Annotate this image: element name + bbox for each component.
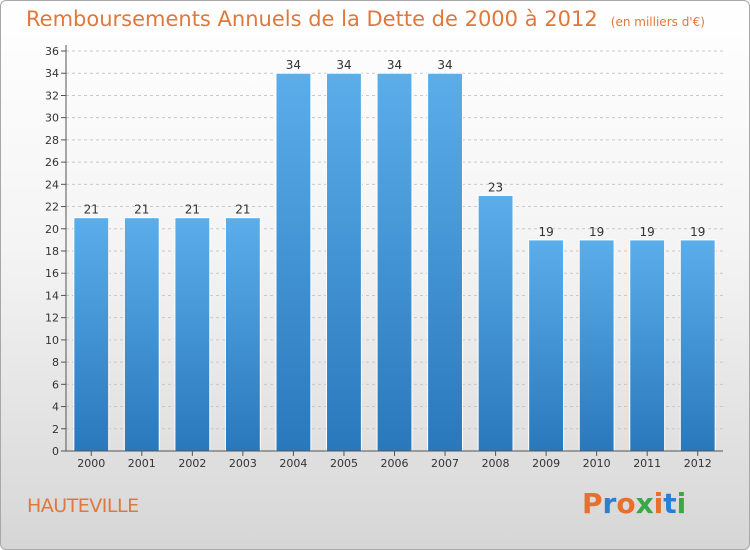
bar-2009: [528, 239, 565, 452]
axes: [61, 45, 723, 456]
x-tick-label: 2012: [684, 457, 712, 470]
y-tick-label: 36: [45, 45, 59, 58]
value-label: 21: [84, 203, 99, 217]
commune-name: HAUTEVILLE: [27, 495, 139, 517]
y-tick-label: 4: [52, 401, 59, 414]
value-label: 19: [589, 225, 604, 239]
chart-unit: (en milliers d'€): [610, 15, 705, 29]
y-tick-label: 18: [45, 245, 59, 258]
y-tick-label: 24: [45, 178, 59, 191]
y-tick-label: 16: [45, 267, 59, 280]
logo-letter: P: [582, 487, 603, 520]
x-tick-label: 2005: [330, 457, 358, 470]
y-tick-label: 8: [52, 356, 59, 369]
y-tick-label: 20: [45, 223, 59, 236]
x-tick-label: 2006: [381, 457, 409, 470]
bar-2012: [679, 239, 716, 452]
value-label: 21: [134, 203, 149, 217]
value-label: 23: [488, 180, 503, 194]
x-tick-label: 2002: [178, 457, 206, 470]
value-label: 34: [286, 58, 301, 72]
value-label: 21: [235, 203, 250, 217]
x-tick-label: 2011: [633, 457, 661, 470]
y-tick-label: 22: [45, 201, 59, 214]
x-tick-label: 2007: [431, 457, 459, 470]
bar-2003: [224, 217, 261, 452]
bar-2000: [73, 217, 110, 452]
value-label: 19: [690, 225, 705, 239]
bar-2005: [326, 72, 362, 452]
logo-letter: t: [663, 487, 677, 520]
bar-2008: [477, 194, 514, 452]
bar-2011: [629, 239, 666, 452]
x-tick-label: 2010: [583, 457, 611, 470]
value-label: 19: [640, 225, 655, 239]
y-tick-label: 2: [52, 423, 59, 436]
bar-2002: [174, 217, 211, 452]
bar-2007: [427, 72, 463, 452]
proxiti-logo: Proxiti: [582, 487, 686, 520]
value-label: 34: [437, 58, 452, 72]
x-tick-label: 2001: [128, 457, 156, 470]
y-tick-label: 6: [52, 378, 59, 391]
y-tick-label: 34: [45, 67, 59, 80]
bar-2001: [123, 217, 160, 452]
y-tick-label: 0: [52, 445, 59, 458]
y-tick-label: 26: [45, 156, 59, 169]
x-tick-label: 2003: [229, 457, 257, 470]
y-tick-label: 28: [45, 134, 59, 147]
value-label: 21: [185, 203, 200, 217]
y-tick-label: 32: [45, 89, 59, 102]
title-row: Remboursements Annuels de la Dette de 20…: [26, 7, 705, 31]
logo-letter: i: [676, 487, 687, 520]
x-tick-label: 2000: [77, 457, 105, 470]
bar-2004: [275, 72, 312, 452]
chart-title: Remboursements Annuels de la Dette de 20…: [26, 7, 598, 31]
y-tick-label: 10: [45, 334, 59, 347]
bars: [73, 72, 716, 452]
y-tick-label: 12: [45, 312, 59, 325]
value-label: 19: [538, 225, 553, 239]
logo-letter: r: [602, 487, 617, 520]
x-tick-label: 2004: [279, 457, 307, 470]
bar-2006: [376, 72, 413, 452]
logo-letter: i: [653, 487, 664, 520]
logo-letter: o: [616, 487, 636, 520]
x-tick-label: 2008: [482, 457, 510, 470]
value-label: 34: [336, 58, 351, 72]
x-tick-label: 2009: [532, 457, 560, 470]
logo-letter: x: [635, 487, 654, 520]
labels: 0246810121416182022242628303234362120002…: [45, 45, 712, 470]
value-label: 34: [387, 58, 402, 72]
bar-2010: [578, 239, 615, 452]
y-tick-label: 14: [45, 289, 59, 302]
y-tick-label: 30: [45, 112, 59, 125]
